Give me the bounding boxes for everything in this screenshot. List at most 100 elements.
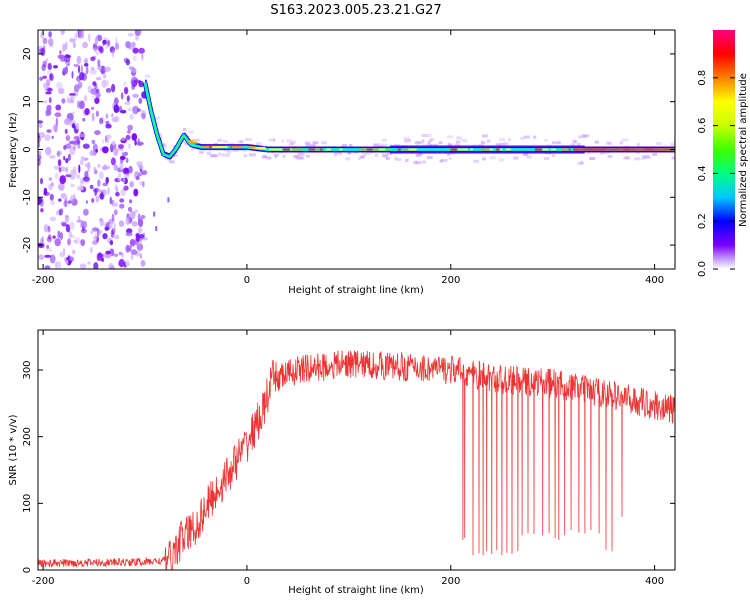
band-hotspot [372, 148, 379, 151]
colorbar-tick-label: 0.0 [697, 261, 708, 277]
band-hotspot [470, 148, 473, 151]
band-hotspot [360, 148, 365, 151]
band-halo [428, 138, 432, 142]
noise-speckle [80, 239, 86, 247]
band-halo [286, 139, 293, 143]
noise-speckle [40, 31, 45, 39]
noise-speckle [137, 164, 142, 168]
noise-speckle [136, 161, 143, 166]
noise-speckle [91, 112, 95, 122]
band-hotspot [291, 148, 303, 151]
band-halo [191, 147, 195, 151]
noise-speckle [53, 165, 61, 170]
band-halo [644, 155, 652, 159]
noise-speckle [65, 259, 69, 265]
band-halo [345, 157, 351, 161]
noise-speckle [113, 253, 119, 257]
noise-speckle [95, 92, 102, 98]
band-halo [199, 150, 204, 154]
noise-speckle [127, 206, 133, 212]
band-halo [333, 153, 338, 157]
noise-speckle [90, 88, 98, 95]
noise-speckle [123, 185, 129, 191]
noise-speckle [65, 166, 69, 173]
noise-speckle [87, 261, 91, 265]
band-halo [305, 154, 310, 158]
noise-speckle [132, 93, 140, 98]
band-halo [309, 144, 316, 148]
noise-speckle [72, 249, 76, 255]
noise-speckle [128, 66, 135, 71]
band-halo [422, 139, 425, 143]
noise-speckle [90, 230, 94, 234]
noise-speckle [130, 249, 138, 256]
noise-speckle [122, 167, 129, 175]
noise-speckle [93, 48, 97, 52]
noise-speckle [73, 239, 78, 244]
spectrogram-y-tick-label: 0 [22, 146, 33, 152]
noise-speckle [111, 140, 116, 146]
noise-speckle [54, 172, 59, 180]
band-halo [227, 150, 232, 154]
band-halo [167, 157, 170, 161]
noise-speckle [79, 100, 85, 110]
noise-speckle [65, 224, 71, 233]
noise-speckle [95, 149, 98, 153]
noise-speckle [95, 110, 99, 117]
band-halo [526, 155, 532, 159]
noise-speckle [131, 83, 136, 90]
noise-speckle [82, 41, 88, 49]
noise-speckle [67, 153, 71, 161]
band-halo [589, 157, 595, 160]
chart-title: S163.2023.005.23.21.G27 [270, 3, 441, 18]
noise-speckle [141, 53, 144, 61]
noise-speckle [132, 105, 139, 115]
band-halo [274, 155, 277, 159]
noise-speckle [118, 144, 124, 149]
noise-speckle [65, 158, 69, 164]
noise-speckle [103, 80, 110, 87]
noise-speckle [91, 93, 95, 101]
noise-speckle [114, 222, 116, 229]
noise-speckle [128, 143, 131, 149]
band-halo [249, 153, 256, 157]
noise-speckle [109, 240, 114, 246]
band-halo [421, 134, 428, 137]
spectrogram-y-tick-label: -10 [22, 189, 33, 205]
noise-speckle [44, 85, 46, 93]
noise-speckle [136, 141, 143, 146]
band-blip [153, 211, 156, 217]
band-halo [404, 139, 408, 143]
noise-speckle [107, 39, 110, 46]
noise-speckle [127, 107, 132, 112]
band-halo [415, 160, 418, 164]
noise-speckle [123, 173, 130, 179]
noise-speckle [54, 238, 61, 247]
noise-speckle [111, 113, 114, 118]
noise-speckle [39, 123, 43, 129]
noise-speckle [47, 227, 52, 234]
band-halo [572, 139, 577, 143]
noise-speckle [133, 188, 139, 197]
noise-speckle [59, 175, 66, 185]
band-halo [206, 151, 211, 155]
band-halo [292, 154, 300, 158]
noise-speckle [94, 36, 99, 46]
band-halo [382, 154, 388, 158]
noise-speckle [41, 64, 46, 72]
band-halo [289, 142, 294, 146]
band-halo [673, 139, 675, 143]
noise-speckle [89, 246, 93, 254]
noise-speckle [137, 213, 141, 222]
noise-speckle [55, 261, 62, 269]
noise-speckle [123, 151, 129, 156]
noise-speckle [67, 200, 73, 204]
band-halo [415, 154, 421, 157]
band-core-green [144, 82, 675, 158]
noise-speckle [109, 196, 113, 205]
noise-speckle [50, 200, 55, 206]
noise-speckle [111, 227, 116, 235]
noise-speckle [64, 128, 68, 134]
band-halo [416, 161, 422, 165]
spectrogram-y-tick-label: -20 [22, 237, 33, 253]
